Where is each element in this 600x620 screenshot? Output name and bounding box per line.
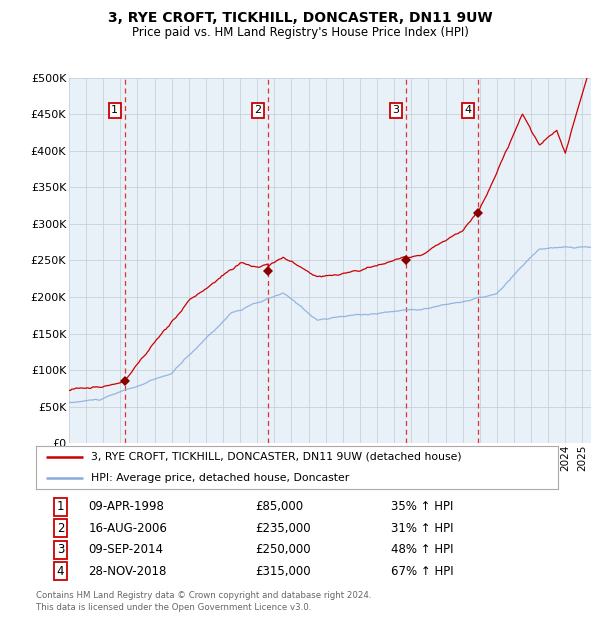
Text: 3, RYE CROFT, TICKHILL, DONCASTER, DN11 9UW: 3, RYE CROFT, TICKHILL, DONCASTER, DN11 … [107,11,493,25]
Text: 67% ↑ HPI: 67% ↑ HPI [391,565,454,577]
Text: 35% ↑ HPI: 35% ↑ HPI [391,500,454,513]
Text: £315,000: £315,000 [255,565,311,577]
Text: 3: 3 [57,543,64,556]
Text: HPI: Average price, detached house, Doncaster: HPI: Average price, detached house, Donc… [91,473,349,483]
Text: £250,000: £250,000 [255,543,311,556]
Text: Price paid vs. HM Land Registry's House Price Index (HPI): Price paid vs. HM Land Registry's House … [131,26,469,39]
Text: 3: 3 [392,105,399,115]
Text: 1: 1 [111,105,118,115]
Text: £235,000: £235,000 [255,522,311,534]
Text: 4: 4 [57,565,64,577]
Text: 48% ↑ HPI: 48% ↑ HPI [391,543,454,556]
Text: 31% ↑ HPI: 31% ↑ HPI [391,522,454,534]
Text: 3, RYE CROFT, TICKHILL, DONCASTER, DN11 9UW (detached house): 3, RYE CROFT, TICKHILL, DONCASTER, DN11 … [91,452,461,462]
Text: 28-NOV-2018: 28-NOV-2018 [88,565,167,577]
Text: 09-SEP-2014: 09-SEP-2014 [88,543,163,556]
Text: 2: 2 [254,105,261,115]
Text: £85,000: £85,000 [255,500,304,513]
Text: 2: 2 [57,522,64,534]
Text: 4: 4 [464,105,472,115]
Text: This data is licensed under the Open Government Licence v3.0.: This data is licensed under the Open Gov… [36,603,311,612]
Text: 09-APR-1998: 09-APR-1998 [88,500,164,513]
Text: 1: 1 [57,500,64,513]
Text: Contains HM Land Registry data © Crown copyright and database right 2024.: Contains HM Land Registry data © Crown c… [36,591,371,601]
Text: 16-AUG-2006: 16-AUG-2006 [88,522,167,534]
